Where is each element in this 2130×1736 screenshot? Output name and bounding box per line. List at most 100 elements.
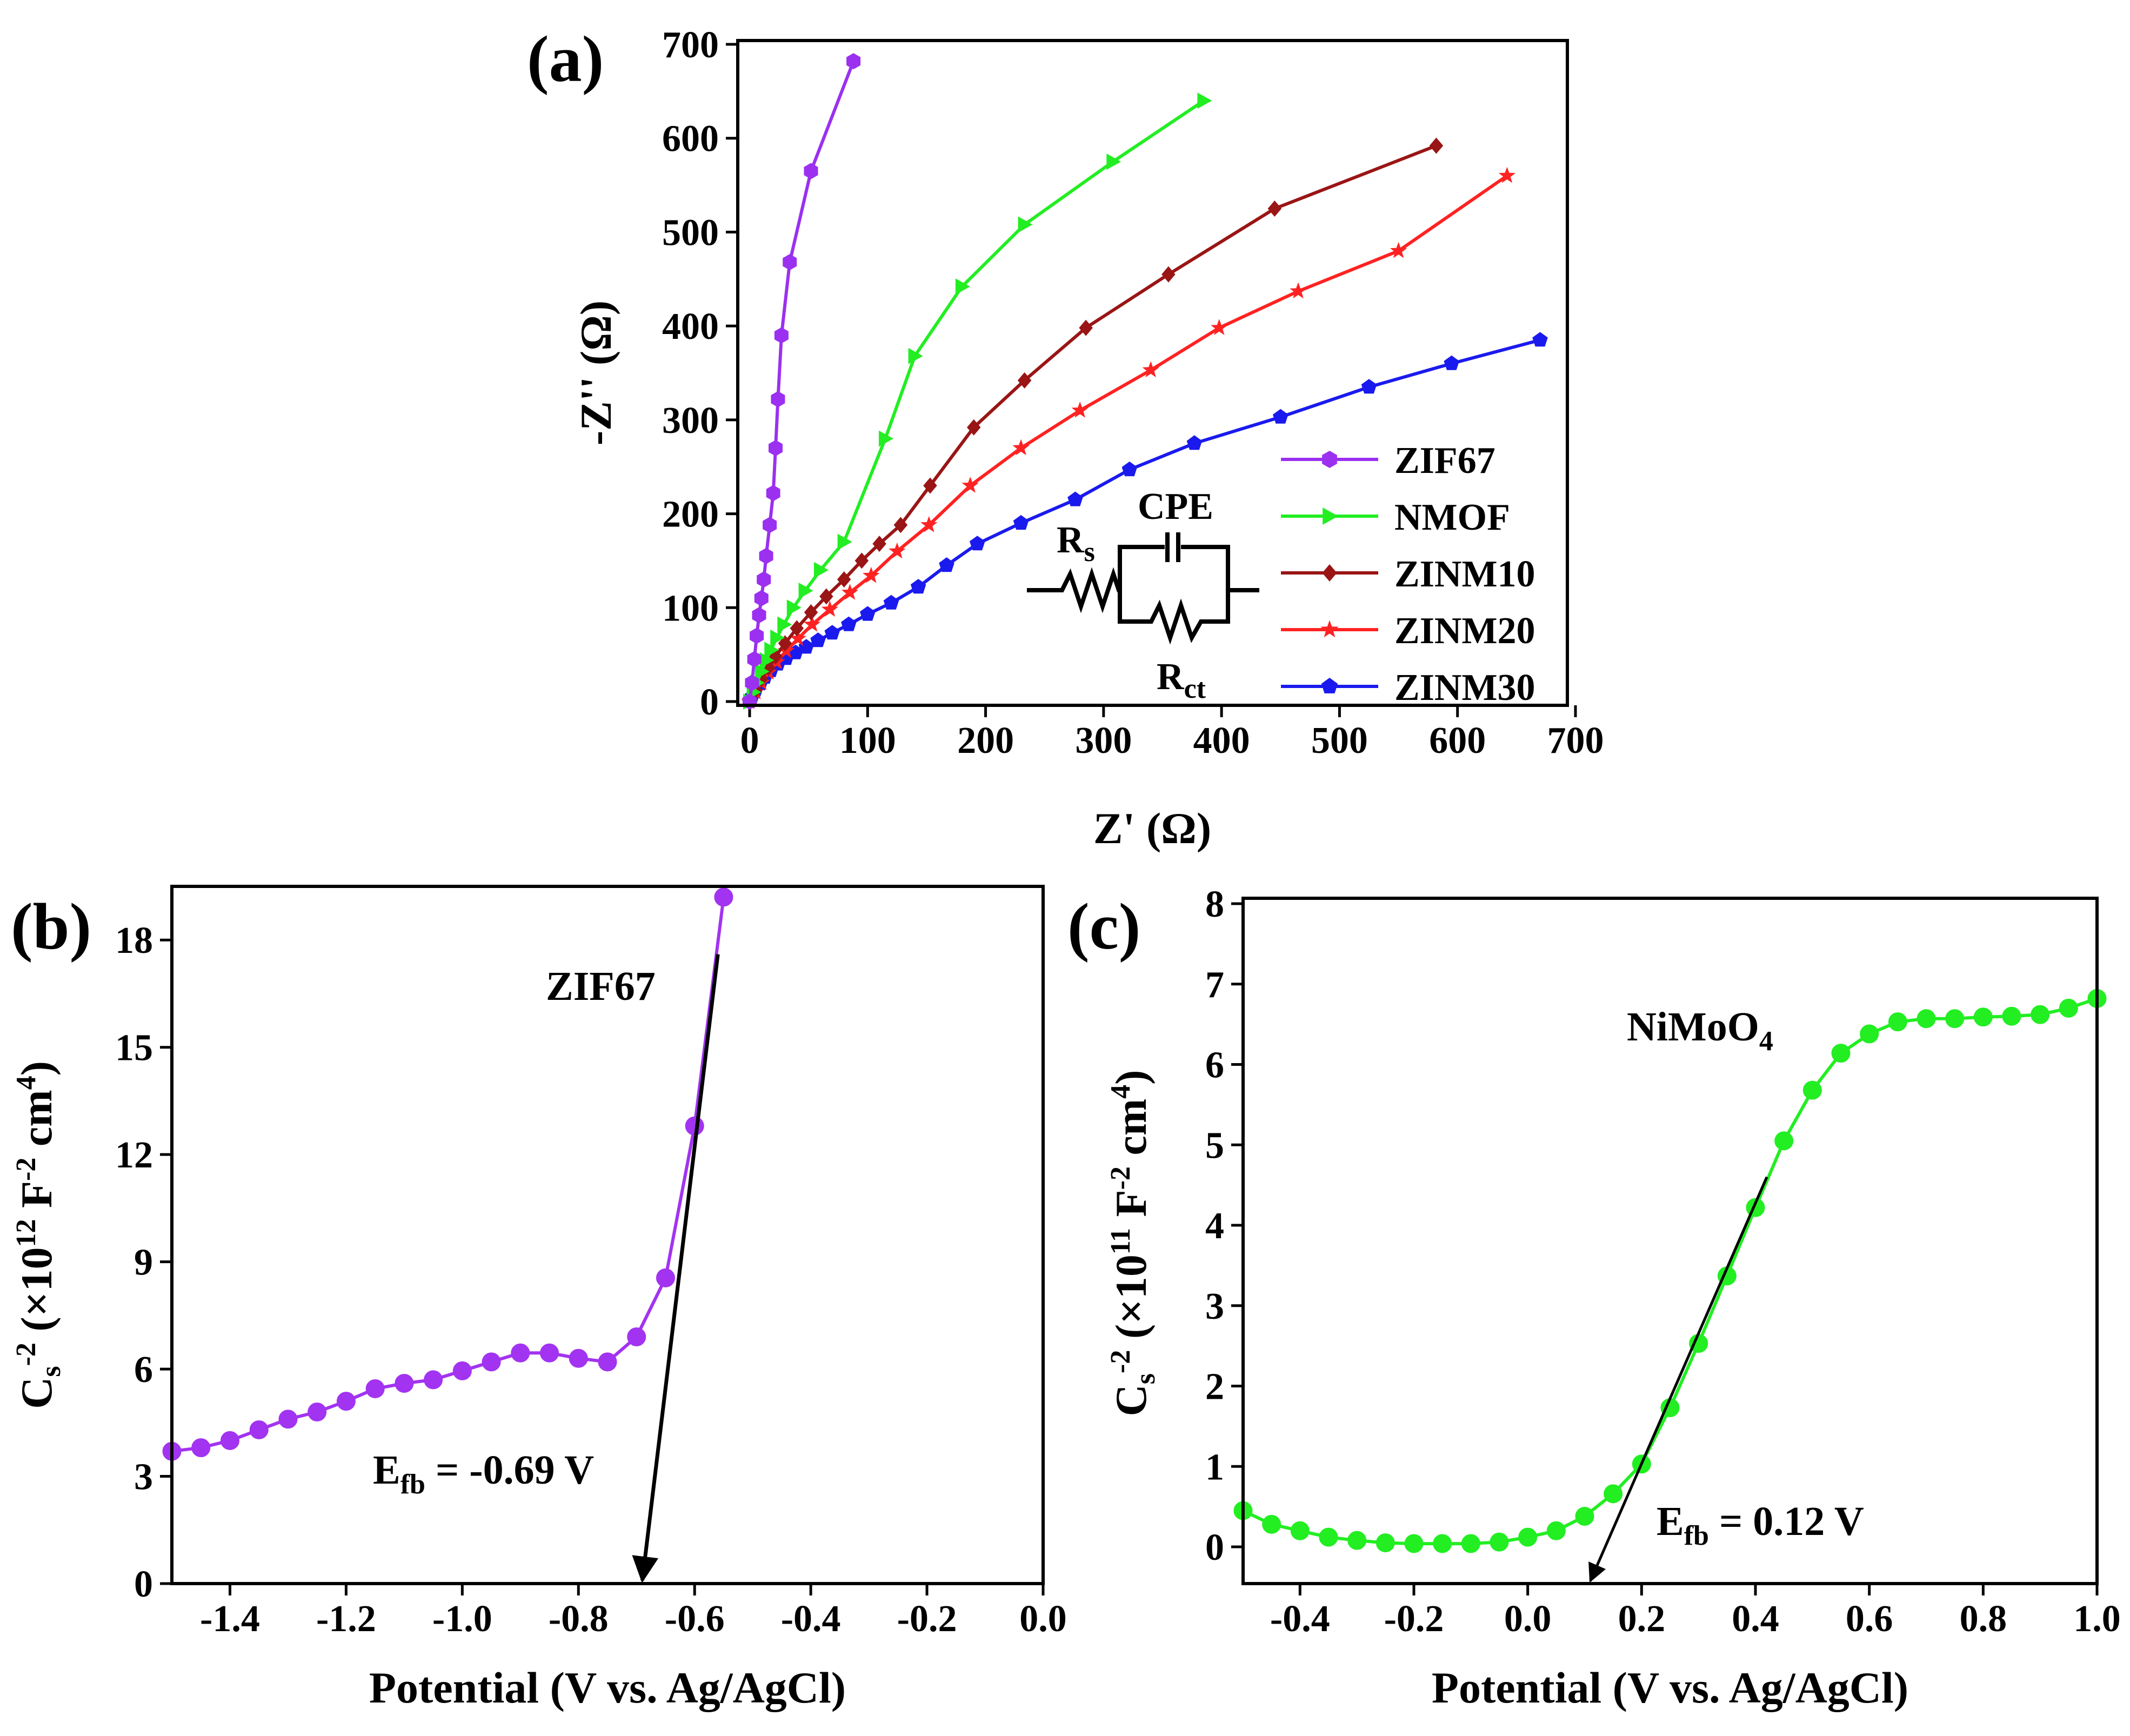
panel-a-zinm10-data-point [837, 571, 851, 588]
panel-b-x-axis-title: Potential (V vs. Ag/AgCl) [369, 1663, 846, 1712]
panel-a-label: (a) [527, 23, 604, 96]
panel-a-zinm30-data-point [1121, 461, 1138, 477]
panel-a-nmof-data-point [813, 562, 829, 578]
panel-b-plot-area [162, 887, 733, 1583]
panel-b-axes: -1.4 -1.2 -1.0 -0.8 -0.6 -0.4 -0.2 0.0 0 3 6 9 12 15 1… [115, 920, 1067, 1640]
panel-a-zinm30-data-point [1186, 435, 1203, 450]
panel-a-zinm30-data-point [883, 595, 899, 610]
panel-a-nmof-data-point [879, 430, 894, 447]
panel-a-zinm10-series-line [748, 144, 1437, 703]
panel-a-zinm10-data-point [1429, 137, 1444, 154]
panel-a-x-tick-label: 300 [1075, 720, 1132, 762]
panel-a-nmof-data-point [1106, 153, 1121, 170]
panel-b-zif67-data-point [511, 1343, 530, 1363]
panel-b-zif67-data-point [598, 1352, 617, 1372]
panel-a-nmof-data-point [1197, 92, 1212, 109]
panel-a-x-tick-label: 500 [1311, 720, 1368, 762]
panel-a-y-tick-label: 0 [700, 682, 719, 723]
label-rct: Rct [1157, 656, 1206, 704]
panel-a-nmof-series-line [748, 99, 1205, 703]
panel-b-y-axis-title: Cs-2 (×1012 F-2 cm4) [11, 1061, 66, 1409]
panel-a-zinm30-data-point [798, 639, 814, 654]
panel-b-y-tick-label: 6 [134, 1349, 153, 1391]
panel-b-zif67-data-point [482, 1352, 501, 1372]
panel-b-zif67-data-point [191, 1438, 211, 1458]
panel-a-zif67-data-point [771, 391, 785, 408]
panel-c-efb-annotation: Efb = 0.12 V [1657, 1499, 1864, 1551]
panel-a-zinm30-data-point [1532, 332, 1548, 347]
panel-c-nimoo4-data-point [1262, 1514, 1281, 1534]
panel-a-y-tick-label: 400 [662, 306, 719, 348]
panel-c-nimoo4-data-point [1461, 1534, 1480, 1553]
panel-a-axes: 0 100 200 300 400 500 600 700 0 100 200 300 400 500 60… [662, 24, 1604, 762]
panel-c-series-label: NiMoO4 [1627, 1004, 1773, 1057]
panel-b-y-tick-label: 3 [134, 1457, 153, 1498]
panel-c-x-tick-label: 1.0 [2073, 1598, 2121, 1640]
panel-a-nmof-data-point [798, 583, 813, 599]
panel-c-nimoo4-data-point [1376, 1533, 1395, 1553]
panel-c-y-tick-label: 5 [1205, 1125, 1224, 1166]
panel-b-x-tick-label: -1.4 [200, 1598, 260, 1640]
panel-b-frame [170, 885, 1045, 1585]
panel-a-zinm30-data-point [1273, 409, 1288, 424]
panel-a-zinm10-data-point [1161, 266, 1176, 283]
panel-b-y-tick-label: 12 [115, 1134, 153, 1176]
panel-b-x-tick-label: 0.0 [1019, 1598, 1067, 1640]
panel-a-x-tick-label: 200 [957, 720, 1014, 762]
panel-c-plot-area [1233, 989, 2107, 1583]
panel-c-nimoo4-data-point [2002, 1006, 2021, 1026]
panel-a-zinm10-data-point [1267, 201, 1282, 217]
legend-label: ZIF67 [1394, 440, 1495, 482]
label-cpe: CPE [1138, 486, 1213, 528]
panel-c-x-tick-label: 0.2 [1618, 1598, 1666, 1640]
panel-b-fit-arrow [632, 954, 720, 1583]
panel-a-zif67-data-point [745, 675, 759, 691]
panel-a-nmof-data-point [777, 616, 792, 633]
panel-a-zinm10-data-point [1017, 372, 1032, 389]
panel-b-zif67-data-point [424, 1370, 443, 1390]
panel-a-zinm30-data-point [1067, 491, 1083, 506]
panel-c-y-tick-label: 3 [1205, 1286, 1224, 1327]
panel-a-zinm30-data-point [841, 616, 857, 631]
panel-a-plot-area [741, 53, 1548, 710]
panel-c-nimoo4-data-point [1917, 1009, 1936, 1029]
legend-label: ZINM30 [1394, 667, 1535, 709]
panel-c-fit-arrow [1588, 1176, 1768, 1583]
panel-c-y-tick-label: 7 [1205, 964, 1224, 1006]
panel-c-nimoo4-data-point [1347, 1531, 1367, 1550]
panel-c-nimoo4-data-point [1973, 1007, 1993, 1027]
panel-b-y-tick-label: 9 [134, 1242, 153, 1284]
panel-b-zif67-data-point [278, 1410, 298, 1429]
panel-c-nimoo4-data-point [1490, 1532, 1509, 1552]
panel-c-y-tick-label: 2 [1205, 1366, 1224, 1408]
panel-a-y-axis-title: -Z'' (Ω) [571, 301, 620, 445]
panel-a-zif67-data-point [766, 485, 780, 502]
panel-c-x-tick-label: 0.6 [1846, 1598, 1893, 1640]
panel-b-zif67-data-point [395, 1374, 414, 1393]
panel-a-nmof-data-point [759, 652, 774, 669]
panel-b-zif67-data-point [452, 1361, 472, 1380]
panel-a-x-tick-label: 0 [740, 720, 759, 762]
panel-c-nimoo4-data-point [1945, 1009, 1965, 1029]
panel-a-zinm30-data-point [939, 557, 954, 572]
panel-c-y-tick-label: 4 [1205, 1205, 1224, 1247]
resistor-rs-symbol [1027, 567, 1121, 613]
panel-b-x-tick-label: -0.8 [549, 1598, 609, 1640]
panel-b-series-label: ZIF67 [546, 964, 656, 1009]
panel-a-zinm20-data-point [1290, 282, 1307, 299]
panel-c-nimoo4-data-point [1319, 1527, 1338, 1547]
panel-a-nmof-data-point [837, 533, 852, 550]
panel-a-zinm20-data-point [889, 542, 906, 559]
panel-c-axes: -0.4 -0.2 0.0 0.2 0.4 0.6 0.8 1.0 0 1 2 3 4 5 6 7 8 [1205, 884, 2121, 1640]
panel-b-zif67-data-point [336, 1392, 356, 1411]
panel-b-efb-annotation: Efb = -0.69 V [373, 1447, 594, 1500]
panel-a-zinm10-data-point [966, 419, 981, 436]
panel-a-zinm30-data-point [824, 625, 840, 640]
panel-b-x-tick-label: -0.2 [897, 1598, 957, 1640]
panel-a-y-tick-label: 200 [662, 494, 719, 536]
panel-b-x-tick-label: -0.4 [781, 1598, 841, 1640]
panel-a-zinm20-data-point [1211, 319, 1228, 335]
panel-a-x-tick-label: 100 [839, 720, 896, 762]
panel-b-zif67-data-point [249, 1420, 269, 1440]
panel-c-nimoo4-data-point [1774, 1131, 1794, 1151]
